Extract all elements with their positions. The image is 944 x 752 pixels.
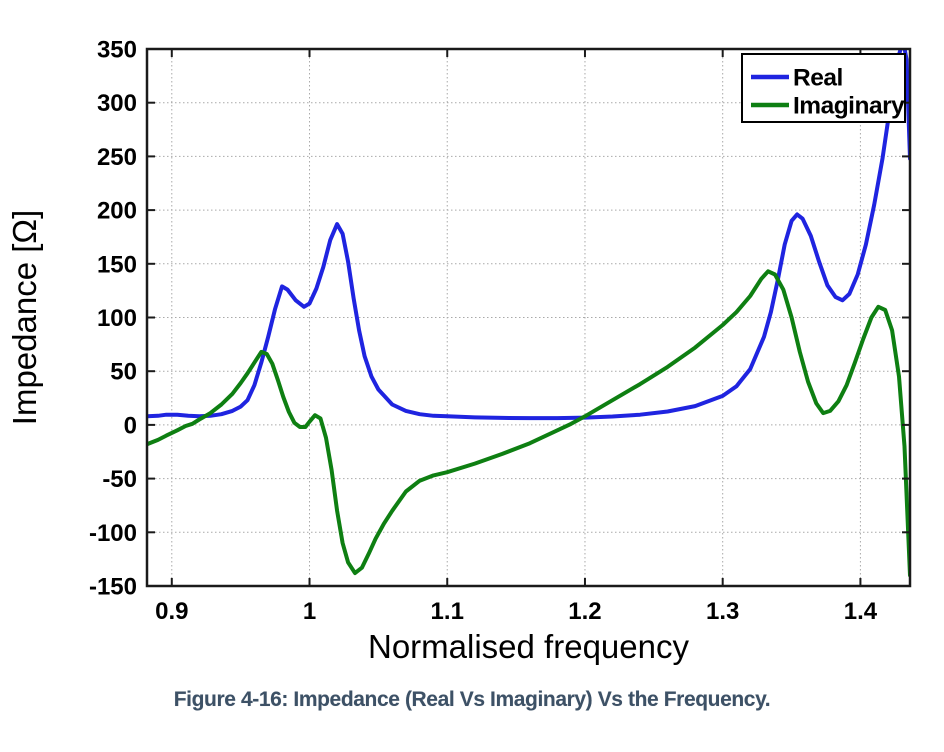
svg-text:200: 200 (97, 198, 137, 225)
impedance-chart: -150 -100 -50 0 50 100 150 200 250 300 350 0.9 1 1.1 1… (6, 37, 912, 665)
y-tick-labels: -150 -100 -50 0 50 100 150 200 250 300 350 (89, 37, 137, 601)
svg-text:1.2: 1.2 (568, 598, 601, 625)
axis-ticks (147, 48, 910, 587)
svg-text:-100: -100 (89, 520, 137, 547)
svg-text:1.3: 1.3 (706, 598, 739, 625)
svg-text:250: 250 (97, 144, 137, 171)
svg-text:0.9: 0.9 (155, 598, 188, 625)
svg-text:300: 300 (97, 90, 137, 117)
grid (147, 48, 910, 587)
svg-text:100: 100 (97, 305, 137, 332)
svg-text:1: 1 (303, 598, 316, 625)
svg-text:150: 150 (97, 251, 137, 278)
impedance-figure-svg: -150 -100 -50 0 50 100 150 200 250 300 350 0.9 1 1.1 1… (6, 37, 912, 665)
imaginary-curve (147, 269, 910, 578)
real-curve (147, 49, 910, 421)
y-axis-label: Impedance [Ω] (6, 210, 43, 425)
legend-label-real: Real (793, 65, 843, 92)
x-axis-label: Normalised frequency (368, 628, 689, 665)
svg-text:-150: -150 (89, 574, 137, 601)
legend-box (741, 53, 906, 123)
svg-text:50: 50 (110, 359, 137, 386)
x-tick-labels: 0.9 1 1.1 1.2 1.3 1.4 (155, 598, 878, 625)
svg-text:0: 0 (124, 412, 137, 439)
svg-text:1.1: 1.1 (431, 598, 464, 625)
svg-text:-50: -50 (102, 466, 137, 493)
figure-caption: Figure 4-16: Impedance (Real Vs Imaginar… (173, 688, 771, 711)
svg-text:1.4: 1.4 (844, 598, 878, 625)
svg-text:350: 350 (97, 37, 137, 64)
legend-label-imaginary: Imaginary (793, 93, 905, 120)
